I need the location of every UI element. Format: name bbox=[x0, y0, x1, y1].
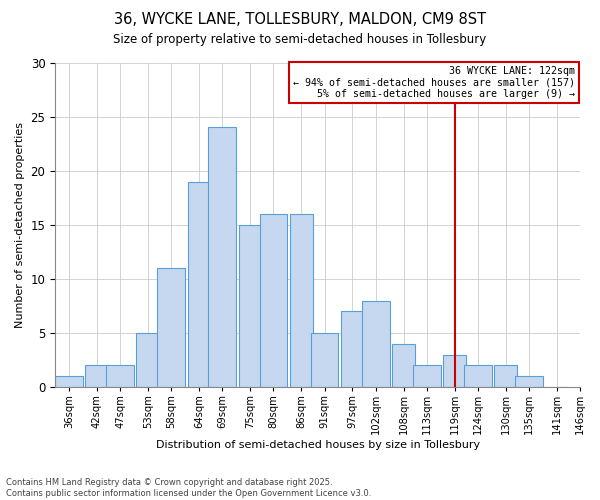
Bar bbox=[515, 376, 543, 387]
X-axis label: Distribution of semi-detached houses by size in Tollesbury: Distribution of semi-detached houses by … bbox=[155, 440, 479, 450]
Y-axis label: Number of semi-detached properties: Number of semi-detached properties bbox=[15, 122, 25, 328]
Bar bbox=[106, 366, 134, 387]
Bar bbox=[208, 128, 236, 387]
Bar bbox=[464, 366, 492, 387]
Bar bbox=[290, 214, 313, 387]
Bar bbox=[157, 268, 185, 387]
Text: 36, WYCKE LANE, TOLLESBURY, MALDON, CM9 8ST: 36, WYCKE LANE, TOLLESBURY, MALDON, CM9 … bbox=[114, 12, 486, 28]
Bar bbox=[188, 182, 211, 387]
Bar bbox=[136, 333, 160, 387]
Bar bbox=[443, 354, 466, 387]
Bar bbox=[362, 300, 389, 387]
Text: Contains HM Land Registry data © Crown copyright and database right 2025.
Contai: Contains HM Land Registry data © Crown c… bbox=[6, 478, 371, 498]
Bar bbox=[392, 344, 415, 387]
Bar bbox=[55, 376, 83, 387]
Bar bbox=[413, 366, 440, 387]
Bar bbox=[494, 366, 517, 387]
Bar bbox=[85, 366, 109, 387]
Text: Size of property relative to semi-detached houses in Tollesbury: Size of property relative to semi-detach… bbox=[113, 32, 487, 46]
Bar bbox=[260, 214, 287, 387]
Bar bbox=[341, 312, 364, 387]
Text: 36 WYCKE LANE: 122sqm
← 94% of semi-detached houses are smaller (157)
5% of semi: 36 WYCKE LANE: 122sqm ← 94% of semi-deta… bbox=[293, 66, 575, 99]
Bar bbox=[239, 225, 262, 387]
Bar bbox=[311, 333, 338, 387]
